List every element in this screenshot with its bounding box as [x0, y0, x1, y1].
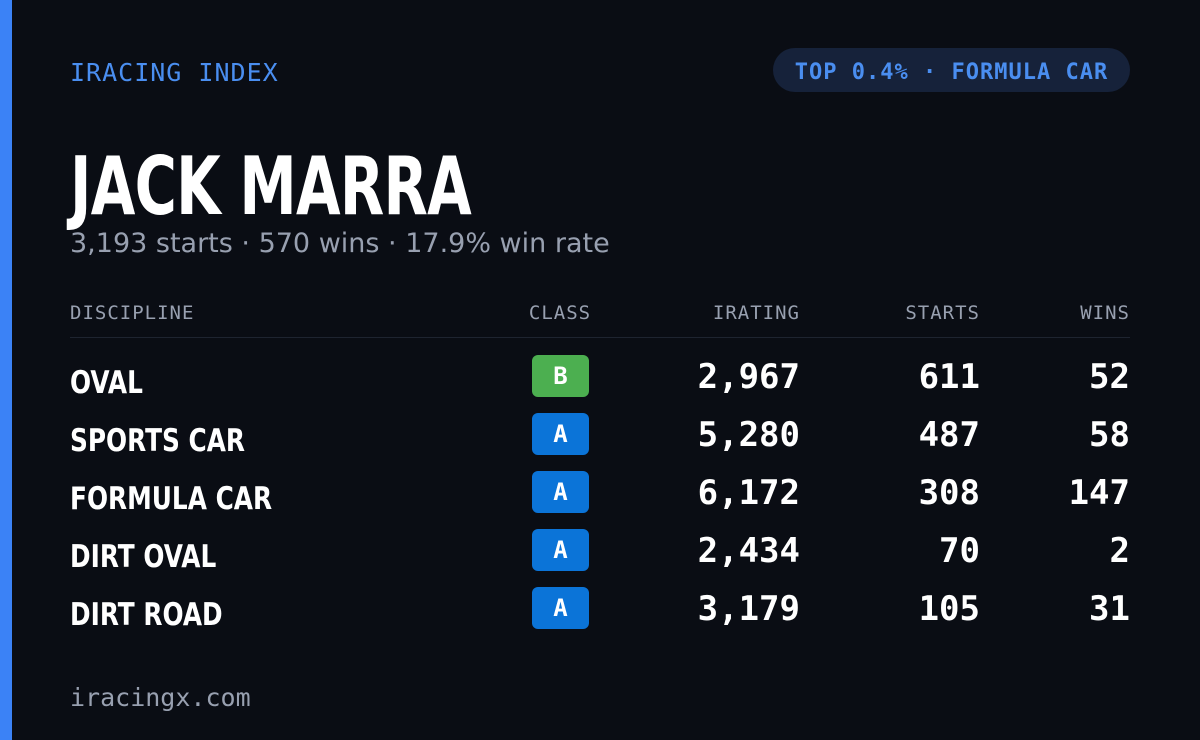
discipline: DIRT OVAL — [70, 539, 217, 575]
column-header: WINS — [1080, 302, 1130, 324]
starts-value: 487 — [918, 415, 980, 455]
column-header: CLASS — [528, 302, 592, 324]
wins-value: 147 — [1068, 473, 1130, 513]
rank-badge: TOP 0.4% · FORMULA CAR — [773, 48, 1130, 92]
wins-value: 58 — [1089, 415, 1130, 455]
driver-name: JACK MARRA — [70, 140, 472, 233]
column-header: DISCIPLINE — [70, 302, 195, 324]
irating-value: 2,434 — [697, 531, 800, 571]
starts-value: 308 — [918, 473, 980, 513]
header-rule — [70, 337, 1130, 338]
accent-strip — [0, 0, 12, 740]
irating-value: 2,967 — [697, 357, 800, 397]
discipline: FORMULA CAR — [70, 481, 273, 517]
starts-value: 611 — [918, 357, 980, 397]
class-badge: B — [532, 355, 589, 397]
discipline: SPORTS CAR — [70, 423, 246, 459]
starts-value: 70 — [939, 531, 980, 571]
irating-value: 6,172 — [697, 473, 800, 513]
footer: iracingx.com — [70, 683, 251, 712]
discipline: DIRT ROAD — [70, 597, 223, 633]
wins-value: 31 — [1089, 589, 1130, 629]
starts-value: 105 — [918, 589, 980, 629]
column-header: STARTS — [905, 302, 980, 324]
wins-value: 2 — [1109, 531, 1130, 571]
class-badge: A — [532, 413, 589, 455]
column-header: IRATING — [712, 302, 800, 324]
class-badge: A — [532, 529, 589, 571]
irating-value: 3,179 — [697, 589, 800, 629]
class-badge: A — [532, 471, 589, 513]
brand-label: IRACING INDEX — [70, 58, 279, 87]
class-badge: A — [532, 587, 589, 629]
wins-value: 52 — [1089, 357, 1130, 397]
discipline: OVAL — [70, 365, 143, 401]
irating-value: 5,280 — [697, 415, 800, 455]
summary: 3,193 starts · 570 wins · 17.9% win rate — [70, 228, 610, 259]
